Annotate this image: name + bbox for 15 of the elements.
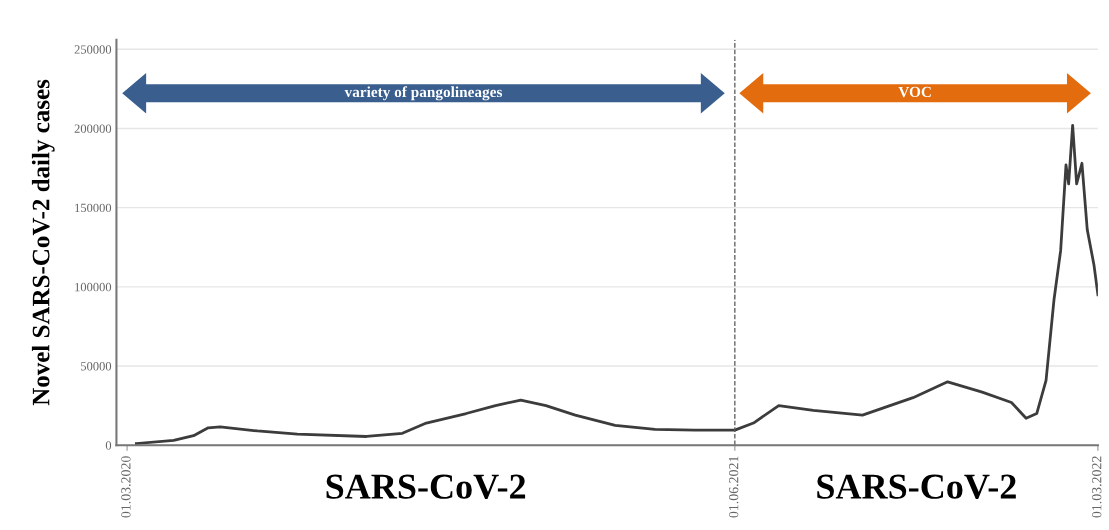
text: SARS-CoV-2	[817, 474, 1016, 500]
annotation: VOC	[898, 86, 931, 98]
line-series	[135, 123, 1098, 446]
annotation: variety of pangolineages	[344, 86, 503, 101]
y-tick-label: 50000	[81, 362, 112, 371]
x-tick-label: 01.03.2020	[121, 456, 131, 518]
y-tick-label: 250000	[74, 45, 112, 54]
x-tick-label: 01.06.2021	[728, 456, 739, 518]
y-tick-label: 0	[105, 441, 112, 450]
y-tick-label: 200000	[74, 124, 112, 133]
y-tick-label: 150000	[75, 203, 112, 213]
text: SARS-CoV-2	[326, 474, 526, 500]
y-tick-label: 100000	[75, 282, 112, 292]
x-tick-label: 01.03.2022	[1092, 456, 1102, 518]
y-axis-title: Novel SARS-CoV-2 daily cases	[31, 79, 55, 406]
